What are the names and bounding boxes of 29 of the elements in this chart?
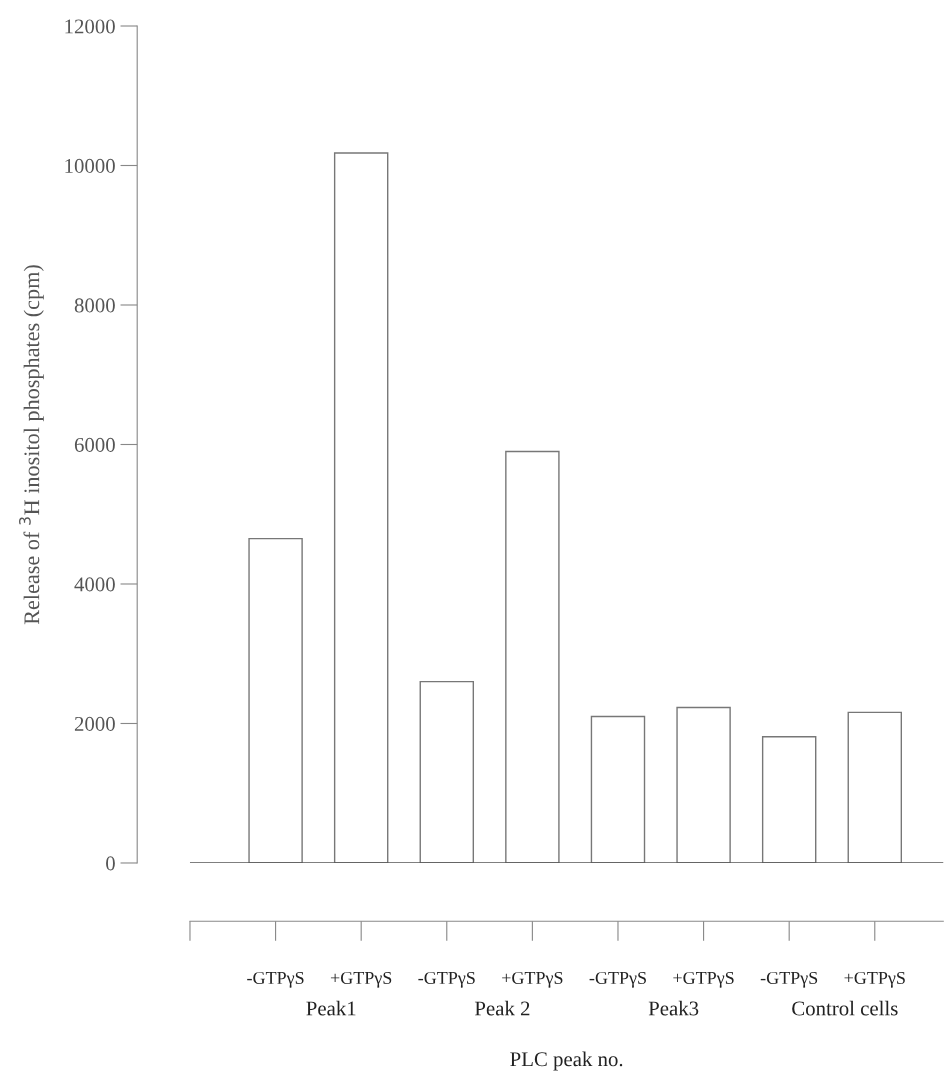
bar (761, 736, 817, 863)
x-tick-label: -GTPγS (247, 971, 304, 988)
bar (333, 152, 389, 863)
x-tick-label: +GTPγS (673, 971, 734, 988)
bar (590, 715, 646, 863)
bar (248, 537, 303, 863)
bar (505, 450, 560, 863)
x-tick-label: -GTPγS (589, 971, 646, 988)
text: Peak1 (306, 1000, 356, 1016)
y-tick-label: 12000 (65, 19, 115, 34)
bar (419, 680, 475, 863)
x-tick-label: -GTPγS (760, 971, 818, 988)
bar (847, 711, 903, 863)
y-tick-label: 2000 (74, 716, 115, 731)
x-axis-title: PLC peak no. (510, 1051, 623, 1071)
text: Peak3 (648, 1000, 699, 1016)
y-tick-label: 6000 (74, 437, 115, 452)
x-tick-label: +GTPγS (502, 971, 563, 988)
y-tick-label: 10000 (65, 158, 115, 173)
x-tick-label: +GTPγS (844, 971, 905, 988)
text: Control cells (792, 1000, 898, 1016)
text: Peak 2 (474, 1000, 530, 1016)
y-tick-label: 8000 (74, 298, 115, 313)
y-axis-title: Release of $^{3}$H inositol phosphates (cpm) (19, 265, 44, 625)
y-tick-label: 4000 (74, 577, 115, 592)
x-tick-label: +GTPγS (330, 971, 392, 988)
x-tick-label: -GTPγS (418, 971, 475, 988)
y-tick-label: 0 (106, 856, 115, 871)
bar (676, 706, 731, 863)
